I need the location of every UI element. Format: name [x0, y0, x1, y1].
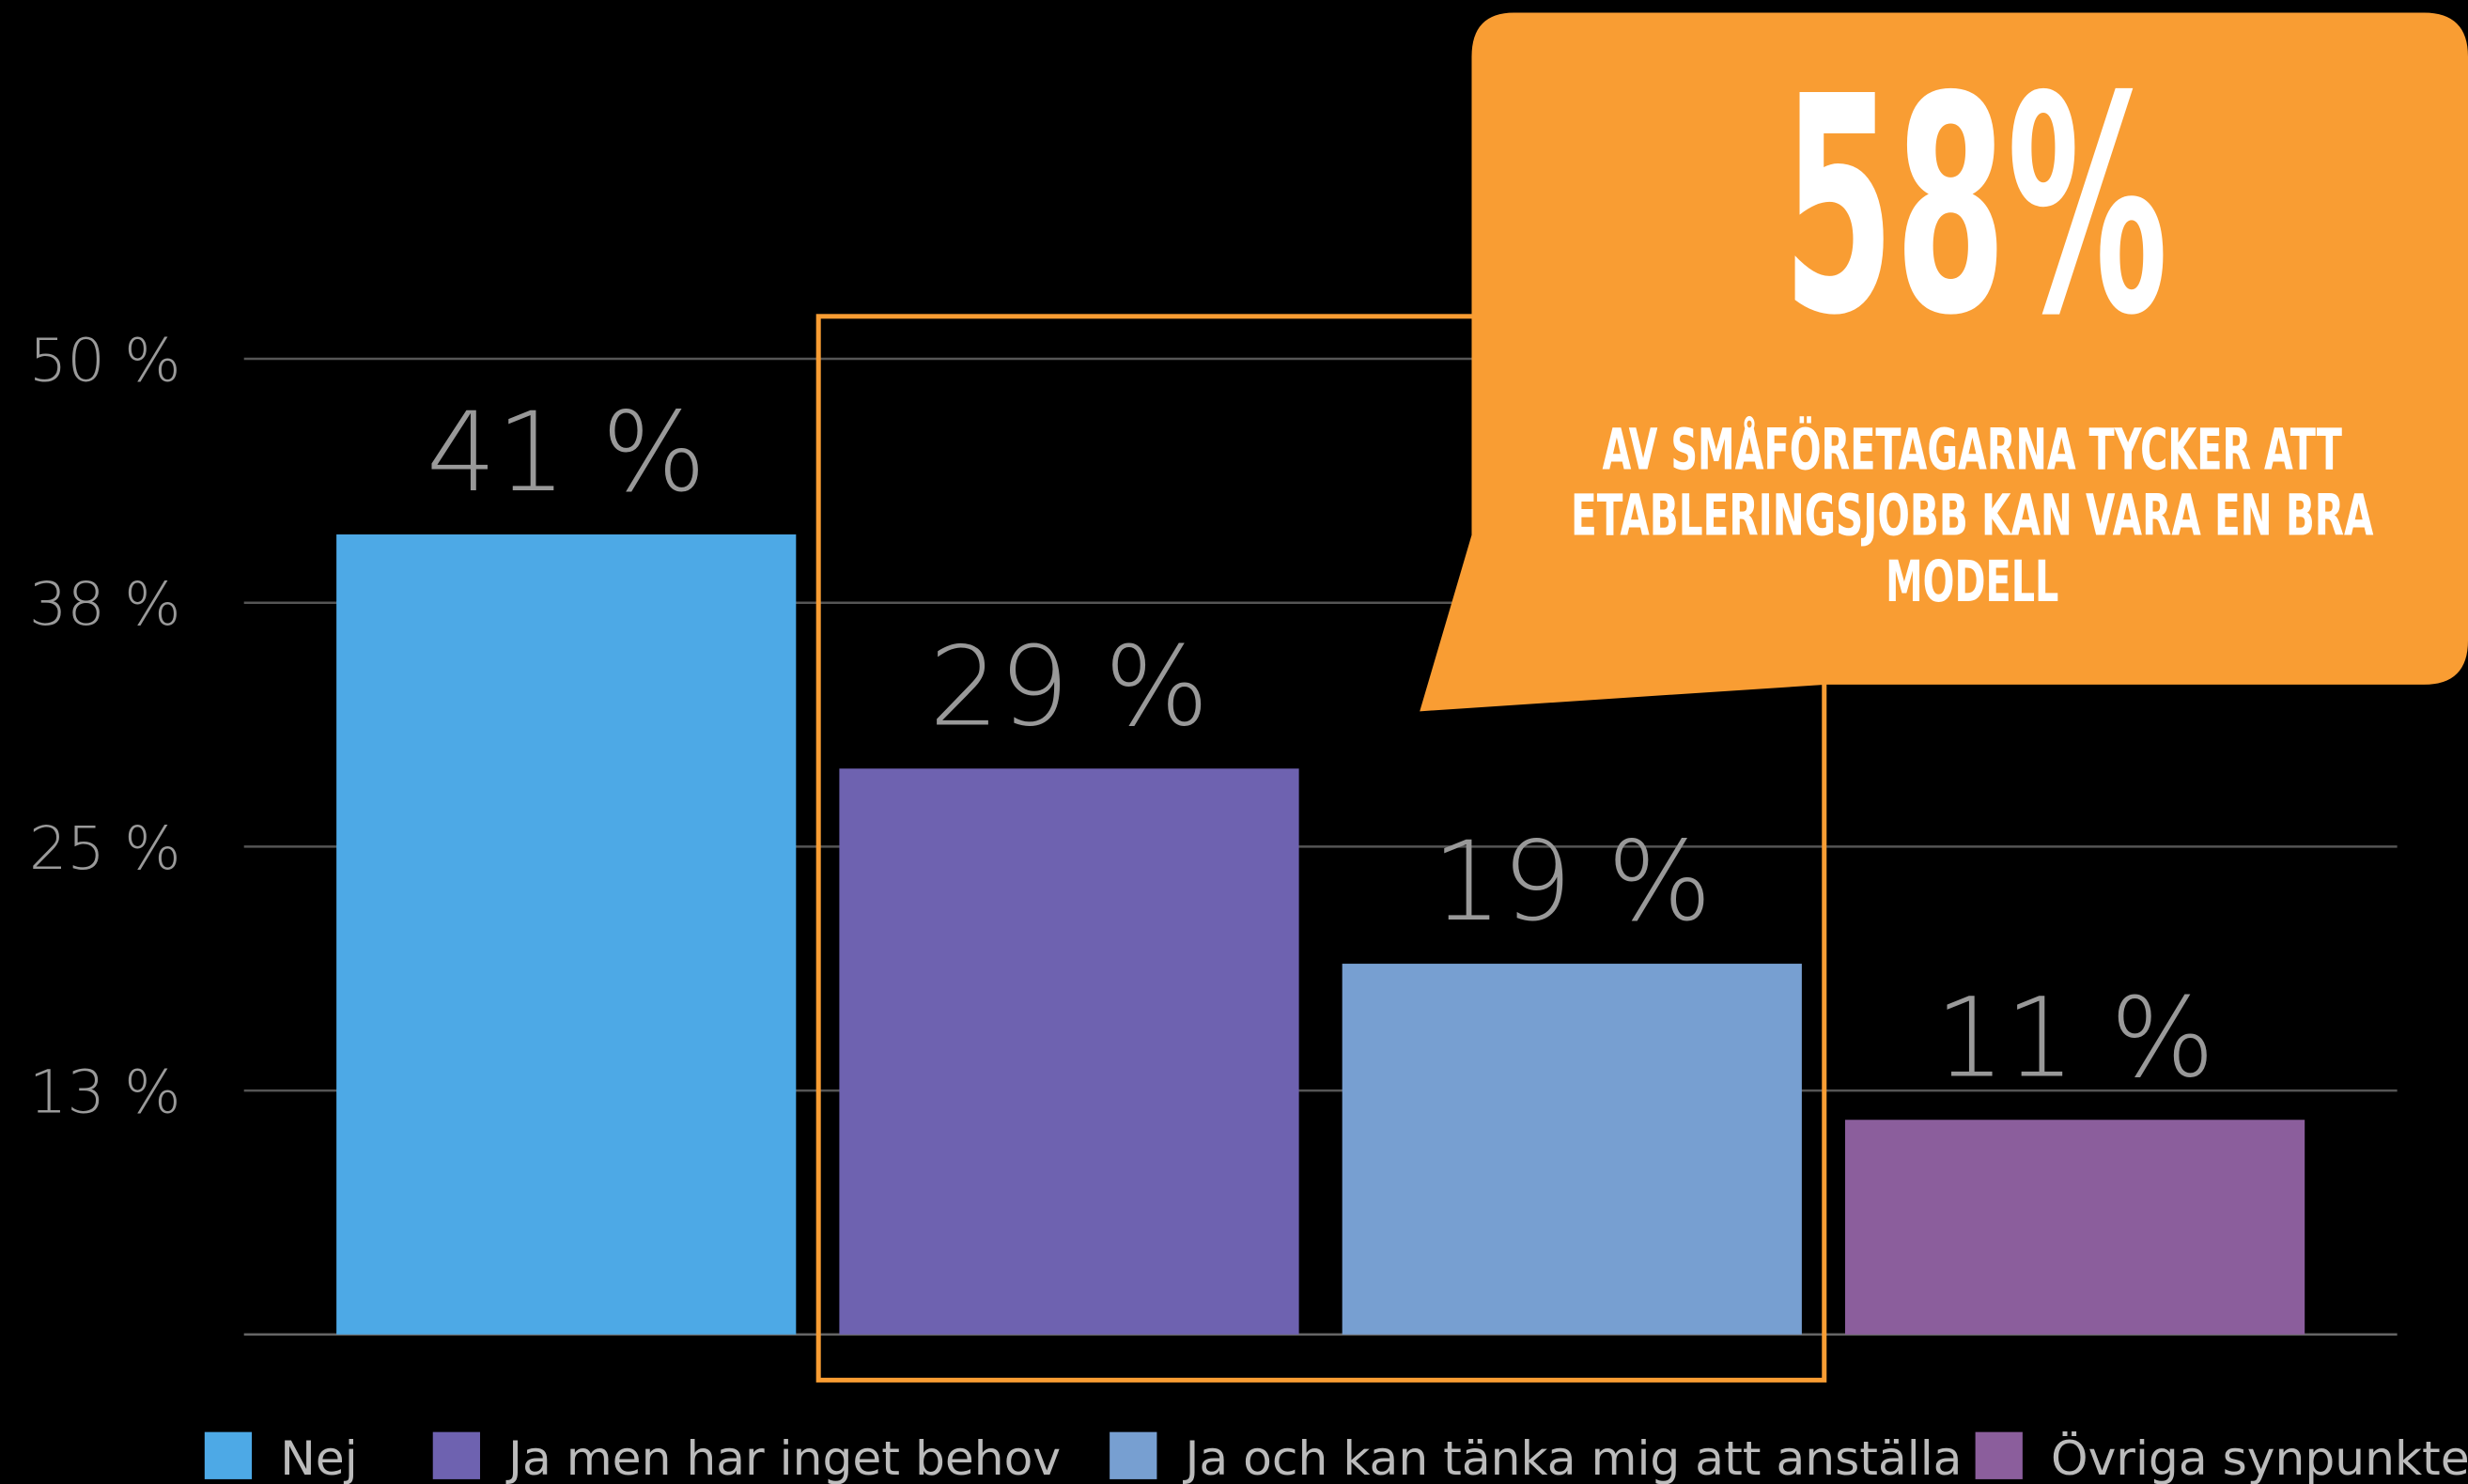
legend-swatch — [1975, 1431, 2023, 1479]
callout: 58% AV SMÅFÖRETAGARNA TYCKER ATTETABLERIN… — [1420, 12, 2468, 712]
callout-text: ETABLERINGSJOBB KAN VARA EN BRA — [1571, 484, 2374, 549]
value-label: 11 % — [1935, 973, 2215, 1102]
callout-headline: 58% — [1782, 34, 2167, 381]
y-tick-label: 25 % — [29, 814, 181, 884]
legend-swatch — [432, 1431, 480, 1479]
legend-label: Nej — [280, 1430, 357, 1484]
value-label: 41 % — [427, 388, 706, 517]
callout-text: MODELL — [1886, 549, 2058, 615]
legend-swatch — [204, 1431, 253, 1479]
y-tick-label: 38 % — [29, 570, 181, 640]
legend-label: Ja och kan tänka mig att anställa — [1183, 1430, 1963, 1484]
callout-text: AV SMÅFÖRETAGARNA TYCKER ATT — [1603, 415, 2342, 483]
callout-shape — [1420, 12, 2468, 712]
highlight-box — [815, 314, 1827, 1383]
value-label: 19 % — [1432, 817, 1712, 946]
legend-swatch — [1110, 1431, 1157, 1479]
y-tick-label: 50 % — [29, 326, 181, 395]
bar — [1844, 1120, 2305, 1335]
y-tick-label: 13 % — [29, 1059, 181, 1128]
bar — [839, 768, 1299, 1335]
bar — [336, 534, 797, 1335]
value-label: 29 % — [929, 622, 1209, 750]
legend-label: Ja men har inget behov — [505, 1430, 1061, 1484]
legend-label: Övriga synpunkter — [2051, 1430, 2468, 1484]
bar — [1342, 964, 1802, 1335]
